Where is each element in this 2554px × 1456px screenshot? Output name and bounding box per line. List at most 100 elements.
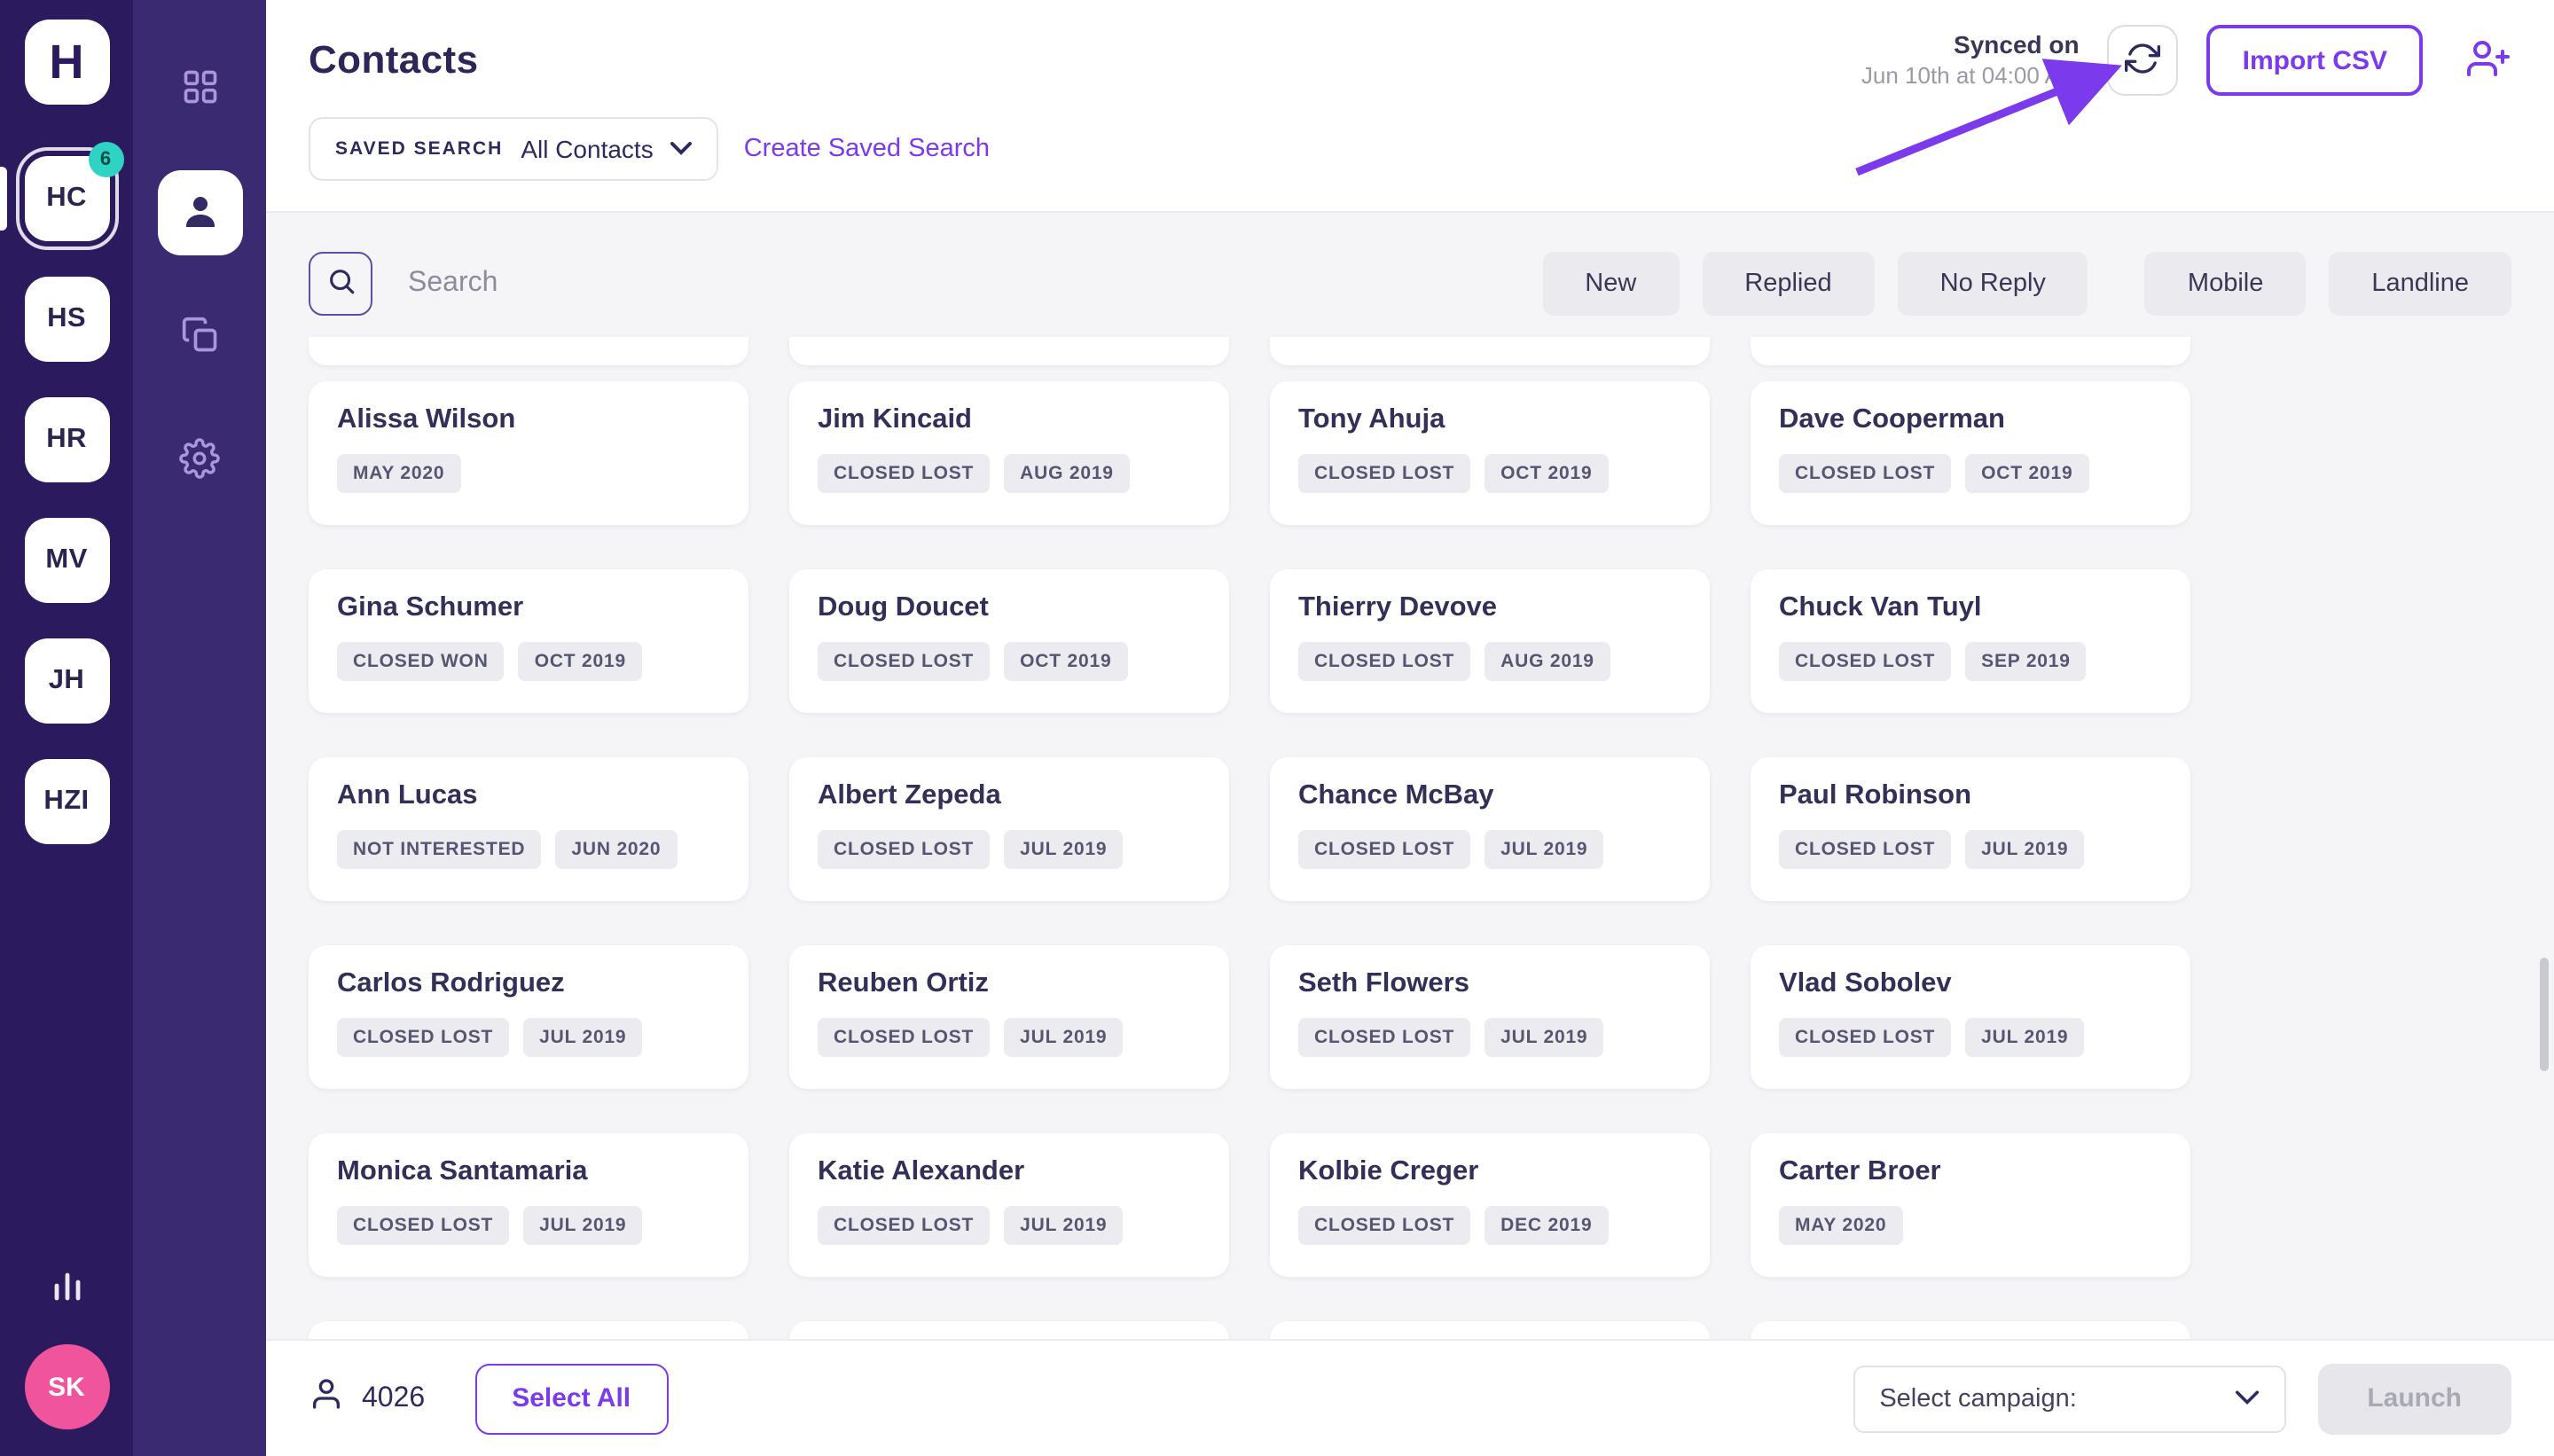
import-csv-button[interactable]: Import CSV bbox=[2206, 25, 2423, 96]
partial-card bbox=[309, 337, 748, 365]
contact-card[interactable]: Katie Alexander CLOSED LOST JUL 2019 bbox=[789, 1133, 1229, 1277]
filter-no-reply[interactable]: No Reply bbox=[1897, 252, 2088, 316]
filter-mobile[interactable]: Mobile bbox=[2144, 252, 2307, 316]
campaign-select-value: Select campaign: bbox=[1879, 1384, 2077, 1413]
user-avatar[interactable]: SK bbox=[24, 1344, 109, 1429]
launch-button[interactable]: Launch bbox=[2317, 1363, 2511, 1434]
saved-search-value: All Contacts bbox=[521, 135, 654, 163]
partial-card bbox=[789, 337, 1229, 365]
contact-tag: JUL 2019 bbox=[1004, 1018, 1124, 1057]
workspace-tile-mv[interactable]: MV bbox=[24, 518, 109, 603]
contact-tags: MAY 2020 bbox=[337, 454, 720, 493]
app-logo[interactable]: H bbox=[24, 20, 109, 105]
contact-tag: OCT 2019 bbox=[1965, 454, 2089, 493]
contact-tag: CLOSED LOST bbox=[1779, 642, 1952, 681]
app-logo-letter: H bbox=[49, 35, 84, 88]
contact-tag: MAY 2020 bbox=[337, 454, 461, 493]
contact-tag: CLOSED LOST bbox=[337, 1206, 510, 1245]
contact-name: Reuben Ortiz bbox=[818, 968, 989, 998]
saved-search-dropdown[interactable]: SAVED SEARCH All Contacts bbox=[309, 117, 719, 181]
contact-tags: NOT INTERESTED JUN 2020 bbox=[337, 830, 720, 869]
contact-tag: CLOSED LOST bbox=[1298, 830, 1471, 869]
contact-card[interactable]: Monica Santamaria CLOSED LOST JUL 2019 bbox=[309, 1133, 748, 1277]
contacts-icon bbox=[178, 189, 221, 237]
contact-card[interactable]: Chance McBay CLOSED LOST JUL 2019 bbox=[1270, 757, 1710, 901]
workspace-tile-hr[interactable]: HR bbox=[24, 397, 109, 482]
filter-landline[interactable]: Landline bbox=[2329, 252, 2511, 316]
workspaces-nav[interactable] bbox=[157, 294, 242, 380]
search-icon bbox=[325, 266, 356, 301]
contact-tag: AUG 2019 bbox=[1004, 454, 1130, 493]
contact-card[interactable]: Tony Ahuja CLOSED LOST OCT 2019 bbox=[1270, 381, 1710, 525]
contact-card[interactable]: Reuben Ortiz CLOSED LOST JUL 2019 bbox=[789, 945, 1229, 1089]
sidebar-bottom: SK bbox=[24, 1263, 109, 1429]
contact-tags: CLOSED LOST JUL 2019 bbox=[337, 1018, 720, 1057]
contact-tag: CLOSED LOST bbox=[818, 454, 991, 493]
workspace-initials: MV bbox=[45, 544, 88, 575]
workspace-initials: HR bbox=[46, 424, 87, 454]
gear-icon bbox=[179, 438, 220, 484]
workspace-tile-hzi[interactable]: HZI bbox=[24, 759, 109, 844]
contact-name: Thierry Devove bbox=[1298, 592, 1497, 622]
contact-tags: CLOSED LOST JUL 2019 bbox=[1779, 1018, 2162, 1057]
workspace-tile-hs[interactable]: HS bbox=[24, 277, 109, 362]
search-filter-row: New Replied No Reply Mobile Landline bbox=[309, 252, 2511, 316]
contact-tag: OCT 2019 bbox=[518, 642, 642, 681]
contact-card[interactable]: Doug Doucet CLOSED LOST OCT 2019 bbox=[789, 569, 1229, 713]
contact-card[interactable]: Ann Lucas NOT INTERESTED JUN 2020 bbox=[309, 757, 748, 901]
partial-card bbox=[1751, 1321, 2190, 1339]
filter-replied[interactable]: Replied bbox=[1702, 252, 1875, 316]
select-all-button[interactable]: Select All bbox=[474, 1363, 669, 1434]
campaign-select[interactable]: Select campaign: bbox=[1853, 1365, 2286, 1432]
contact-name: Doug Doucet bbox=[818, 592, 989, 622]
contact-tag: JUL 2019 bbox=[1965, 1018, 2085, 1057]
analytics-icon[interactable] bbox=[45, 1263, 88, 1305]
sync-icon bbox=[2125, 40, 2161, 81]
reply-filter-group: New Replied No Reply bbox=[1542, 252, 2088, 316]
partial-card bbox=[1751, 337, 2190, 365]
contact-card[interactable]: Alissa Wilson MAY 2020 bbox=[309, 381, 748, 525]
scrollbar-thumb[interactable] bbox=[2540, 958, 2549, 1071]
person-count-icon bbox=[309, 1376, 344, 1421]
contact-card[interactable]: Carlos Rodriguez CLOSED LOST JUL 2019 bbox=[309, 945, 748, 1089]
contact-card[interactable]: Carter Broer MAY 2020 bbox=[1751, 1133, 2190, 1277]
search-input[interactable] bbox=[408, 268, 1082, 300]
contact-name: Vlad Sobolev bbox=[1779, 968, 1952, 998]
contact-name: Paul Robinson bbox=[1779, 780, 1971, 810]
contact-card[interactable]: Vlad Sobolev CLOSED LOST JUL 2019 bbox=[1751, 945, 2190, 1089]
contact-card[interactable]: Kolbie Creger CLOSED LOST DEC 2019 bbox=[1270, 1133, 1710, 1277]
sync-button[interactable] bbox=[2107, 25, 2179, 96]
contact-tag: CLOSED LOST bbox=[1298, 1206, 1471, 1245]
footer-actions: Select campaign: Launch bbox=[1853, 1363, 2511, 1434]
workspace-initials: HC bbox=[46, 183, 87, 213]
add-contact-button[interactable] bbox=[2465, 36, 2511, 84]
contact-card[interactable]: Albert Zepeda CLOSED LOST JUL 2019 bbox=[789, 757, 1229, 901]
dashboard-nav[interactable] bbox=[157, 46, 242, 131]
contact-tag: CLOSED LOST bbox=[818, 642, 991, 681]
contact-tags: CLOSED WON OCT 2019 bbox=[337, 642, 720, 681]
contacts-nav[interactable] bbox=[157, 170, 242, 255]
contact-card[interactable]: Chuck Van Tuyl CLOSED LOST SEP 2019 bbox=[1751, 569, 2190, 713]
sync-status: Synced on Jun 10th at 04:00 AM bbox=[1861, 29, 2080, 91]
contact-card[interactable]: Thierry Devove CLOSED LOST AUG 2019 bbox=[1270, 569, 1710, 713]
contact-card[interactable]: Seth Flowers CLOSED LOST JUL 2019 bbox=[1270, 945, 1710, 1089]
contact-tags: CLOSED LOST DEC 2019 bbox=[1298, 1206, 1681, 1245]
settings-nav[interactable] bbox=[157, 419, 242, 504]
search-button[interactable] bbox=[309, 252, 372, 316]
create-saved-search-link[interactable]: Create Saved Search bbox=[743, 135, 990, 163]
contact-tag: CLOSED WON bbox=[337, 642, 505, 681]
contact-card[interactable]: Paul Robinson CLOSED LOST JUL 2019 bbox=[1751, 757, 2190, 901]
partial-card bbox=[1270, 1321, 1710, 1339]
contact-name: Albert Zepeda bbox=[818, 780, 1001, 810]
contact-tag: CLOSED LOST bbox=[1298, 1018, 1471, 1057]
workspace-tile-hc[interactable]: HC 6 bbox=[0, 142, 123, 250]
contact-tag: CLOSED LOST bbox=[1779, 830, 1952, 869]
contact-tag: SEP 2019 bbox=[1965, 642, 2087, 681]
contact-card[interactable]: Gina Schumer CLOSED WON OCT 2019 bbox=[309, 569, 748, 713]
contact-card[interactable]: Dave Cooperman CLOSED LOST OCT 2019 bbox=[1751, 381, 2190, 525]
header-actions: Synced on Jun 10th at 04:00 AM Import CS… bbox=[1861, 25, 2511, 96]
contact-name: Alissa Wilson bbox=[337, 404, 516, 434]
workspace-tile-jh[interactable]: JH bbox=[24, 638, 109, 724]
contact-card[interactable]: Jim Kincaid CLOSED LOST AUG 2019 bbox=[789, 381, 1229, 525]
filter-new[interactable]: New bbox=[1542, 252, 1680, 316]
